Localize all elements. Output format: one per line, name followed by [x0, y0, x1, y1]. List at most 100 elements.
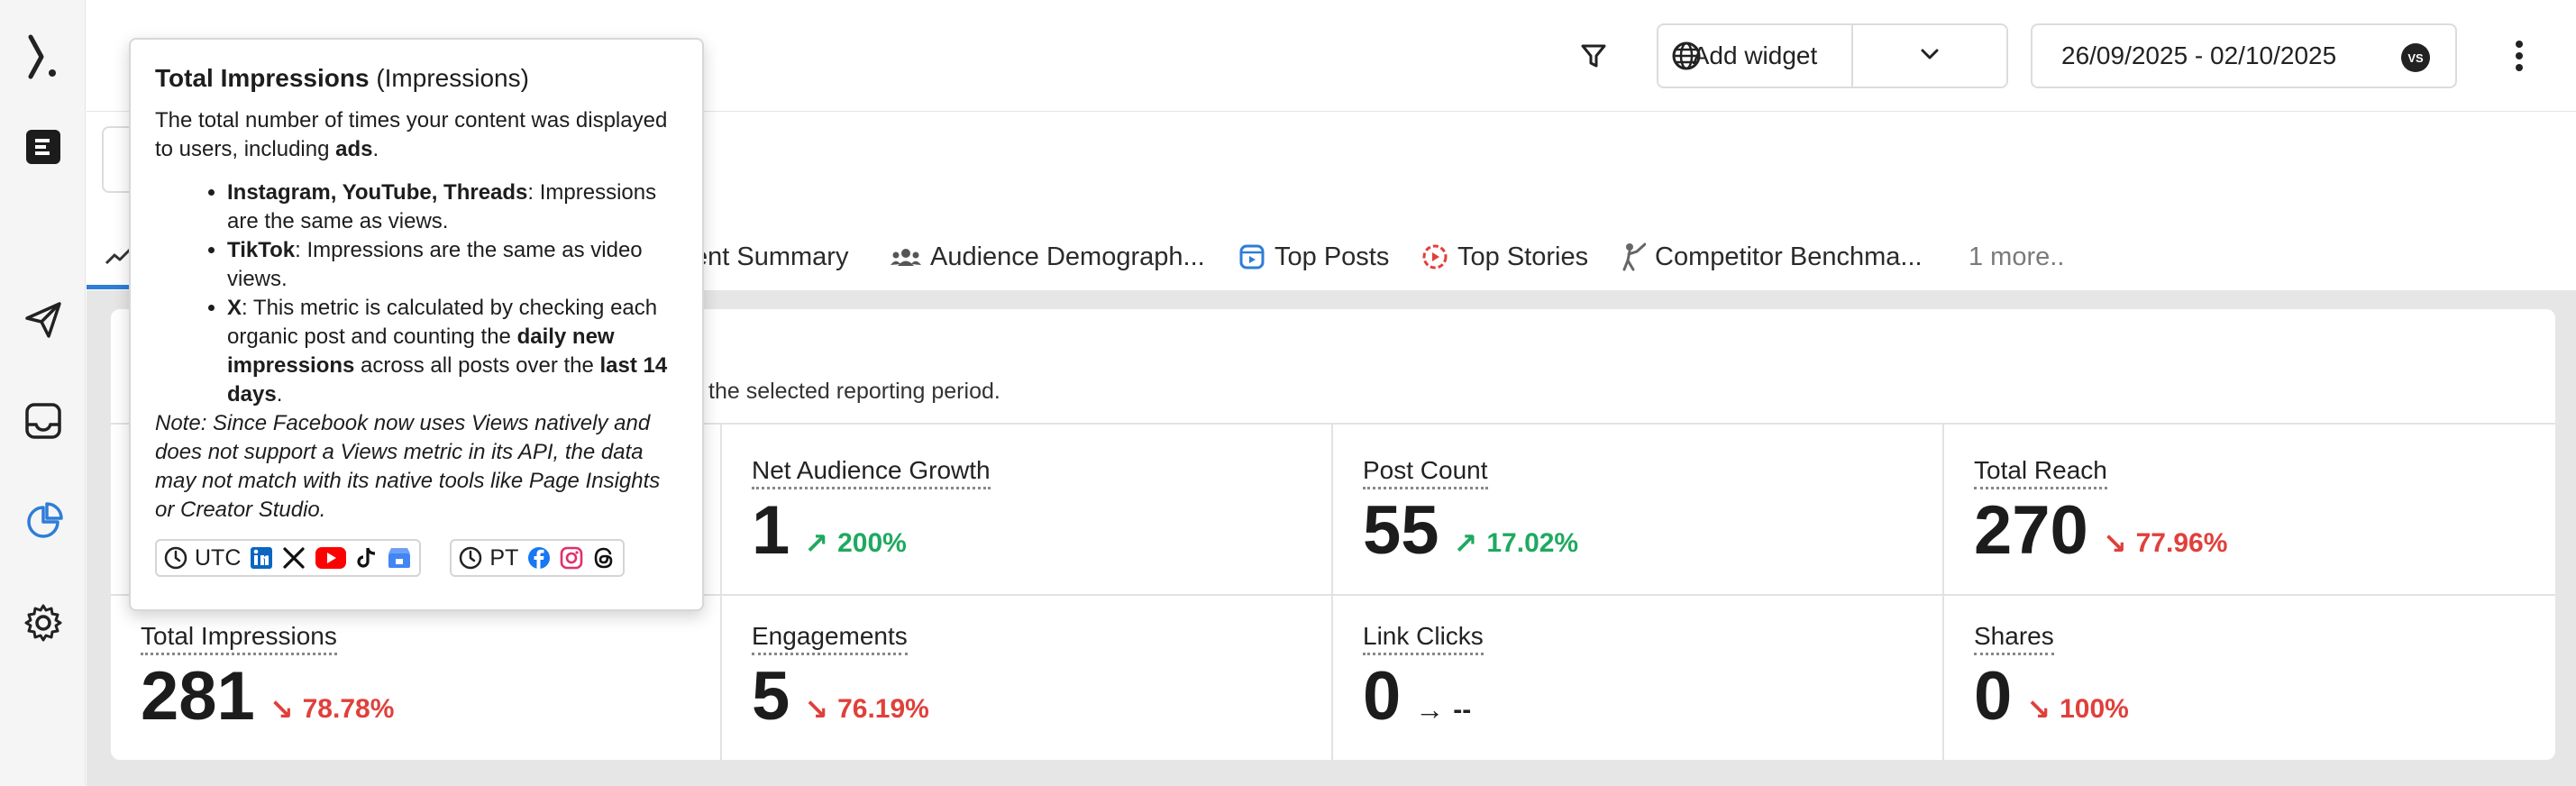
clock-icon	[164, 546, 187, 570]
metric-tooltip: Total Impressions (Impressions) The tota…	[129, 38, 704, 611]
tooltip-bullet: Instagram, YouTube, Threads: Impressions…	[227, 178, 679, 236]
tab-more[interactable]: 1 more..	[1969, 225, 2064, 288]
metric-total-reach[interactable]: Total Reach 270 ↘ 77.96%	[1974, 456, 2227, 565]
filter-icon[interactable]	[1567, 29, 1621, 83]
youtube-icon	[315, 546, 347, 570]
analytics-icon[interactable]	[0, 490, 86, 553]
arrow-up-right-icon: ↗	[804, 527, 829, 560]
tab-label: Top Stories	[1457, 242, 1589, 271]
compare-vs-badge[interactable]: VS	[2401, 43, 2430, 72]
grid-divider	[720, 423, 722, 760]
timezone-chip-utc: UTC	[155, 539, 422, 577]
date-range-text: 26/09/2025 - 02/10/2025	[2061, 41, 2337, 69]
metric-label[interactable]: Engagements	[752, 622, 908, 655]
logo-icon[interactable]	[0, 25, 86, 88]
gear-icon[interactable]	[0, 591, 86, 654]
metric-change: ↗ 17.02%	[1454, 526, 1579, 561]
metric-change-value: 17.02%	[1486, 528, 1579, 558]
metric-value: 0	[1974, 658, 2013, 735]
metric-change-value: 77.96%	[2135, 528, 2228, 558]
arrow-right-icon: →	[1415, 693, 1445, 726]
metric-value: 1	[752, 492, 790, 569]
tab-content-summary[interactable]: ent Summary	[693, 225, 848, 288]
metric-change-value: 78.78%	[302, 694, 395, 724]
metric-label[interactable]: Total Impressions	[141, 622, 337, 655]
people-icon	[891, 247, 921, 267]
clock-icon	[459, 546, 482, 570]
inbox-icon[interactable]	[0, 389, 86, 452]
tab-overview[interactable]	[105, 225, 141, 288]
metric-change: ↘ 77.96%	[2103, 526, 2228, 561]
timezone-row: UTC PT	[155, 539, 679, 577]
metric-value: 0	[1363, 658, 1402, 735]
bullet-text: .	[276, 382, 283, 407]
arrow-down-right-icon: ↘	[2026, 693, 2051, 726]
metric-label[interactable]: Shares	[1974, 622, 2054, 655]
add-widget-dropdown[interactable]	[1853, 25, 2006, 87]
tooltip-bullet: X: This metric is calculated by checking…	[227, 294, 679, 409]
bullet-text: : This metric is calculated by checking …	[227, 296, 658, 349]
metric-value: 55	[1363, 492, 1439, 569]
tab-label: Competitor Benchma...	[1655, 242, 1923, 271]
bullet-text: : Impressions are the same as video view…	[227, 238, 643, 291]
x-icon	[282, 546, 306, 570]
linkedin-icon	[250, 546, 273, 570]
metric-label[interactable]: Net Audience Growth	[752, 456, 991, 489]
grid-divider	[1331, 423, 1333, 760]
metric-change-value: --	[1453, 694, 1472, 725]
tab-audience-demographics[interactable]: Audience Demograph...	[891, 225, 1205, 288]
kebab-icon[interactable]	[2492, 29, 2546, 83]
google-business-icon	[387, 546, 412, 570]
metric-change-value: 76.19%	[837, 694, 929, 724]
tooltip-bullets: Instagram, YouTube, Threads: Impressions…	[227, 178, 679, 409]
tab-competitor-benchmark[interactable]: Competitor Benchma...	[1619, 225, 1923, 288]
metric-net-audience-growth[interactable]: Net Audience Growth 1 ↗ 200%	[752, 456, 991, 565]
metric-label[interactable]: Total Reach	[1974, 456, 2107, 489]
metric-change: ↘ 78.78%	[269, 692, 395, 727]
bullet-bold: X	[227, 296, 242, 320]
chevron-down-icon	[1919, 47, 1941, 66]
arrow-down-right-icon: ↘	[269, 693, 294, 726]
metric-post-count[interactable]: Post Count 55 ↗ 17.02%	[1363, 456, 1578, 565]
metric-value: 270	[1974, 492, 2088, 569]
workspace-icon[interactable]	[0, 115, 86, 178]
tab-label: Audience Demograph...	[930, 242, 1205, 271]
date-range-picker[interactable]: 26/09/2025 - 02/10/2025 VS	[2031, 23, 2457, 88]
add-widget-button[interactable]: Add widget	[1658, 25, 1853, 87]
metric-value: 281	[141, 658, 255, 735]
tooltip-note: Note: Since Facebook now uses Views nati…	[155, 411, 661, 522]
grid-divider	[1942, 423, 1944, 760]
timezone-label: PT	[489, 545, 519, 571]
metric-label[interactable]: Post Count	[1363, 456, 1488, 489]
metric-engagements[interactable]: Engagements 5 ↘ 76.19%	[752, 622, 929, 731]
arrow-down-right-icon: ↘	[804, 693, 829, 726]
bullet-text: : Impressions are the same as views.	[227, 180, 657, 233]
threads-icon	[592, 546, 616, 570]
timezone-label: UTC	[195, 545, 242, 571]
send-icon[interactable]	[0, 288, 86, 352]
metric-change-value: 100%	[2060, 694, 2129, 724]
tab-label: 1 more..	[1969, 242, 2065, 271]
left-sidebar	[0, 0, 86, 786]
metric-link-clicks[interactable]: Link Clicks 0 → --	[1363, 622, 1484, 731]
bullet-bold: daily new impressions	[227, 324, 615, 378]
grid-divider	[111, 423, 2555, 425]
tab-top-stories[interactable]: Top Stories	[1421, 225, 1588, 288]
timezone-chip-pt: PT	[450, 539, 626, 577]
metric-total-impressions[interactable]: Total Impressions 281 ↘ 78.78%	[141, 622, 394, 731]
facebook-icon	[527, 546, 551, 570]
metric-shares[interactable]: Shares 0 ↘ 100%	[1974, 622, 2129, 731]
fencing-icon	[1619, 242, 1646, 271]
tooltip-title: Total Impressions (Impressions)	[155, 63, 679, 94]
tiktok-icon	[356, 546, 378, 570]
globe-icon[interactable]	[1659, 29, 1713, 83]
metric-change: ↗ 200%	[804, 526, 907, 561]
bullet-bold: Instagram, YouTube, Threads	[227, 180, 528, 205]
trend-up-icon	[105, 247, 132, 267]
metric-value: 5	[752, 658, 790, 735]
arrow-down-right-icon: ↘	[2102, 527, 2127, 560]
card-description: the selected reporting period.	[708, 379, 1000, 404]
story-icon	[1421, 243, 1448, 270]
tab-top-posts[interactable]: Top Posts	[1238, 225, 1389, 288]
metric-label[interactable]: Link Clicks	[1363, 622, 1484, 655]
